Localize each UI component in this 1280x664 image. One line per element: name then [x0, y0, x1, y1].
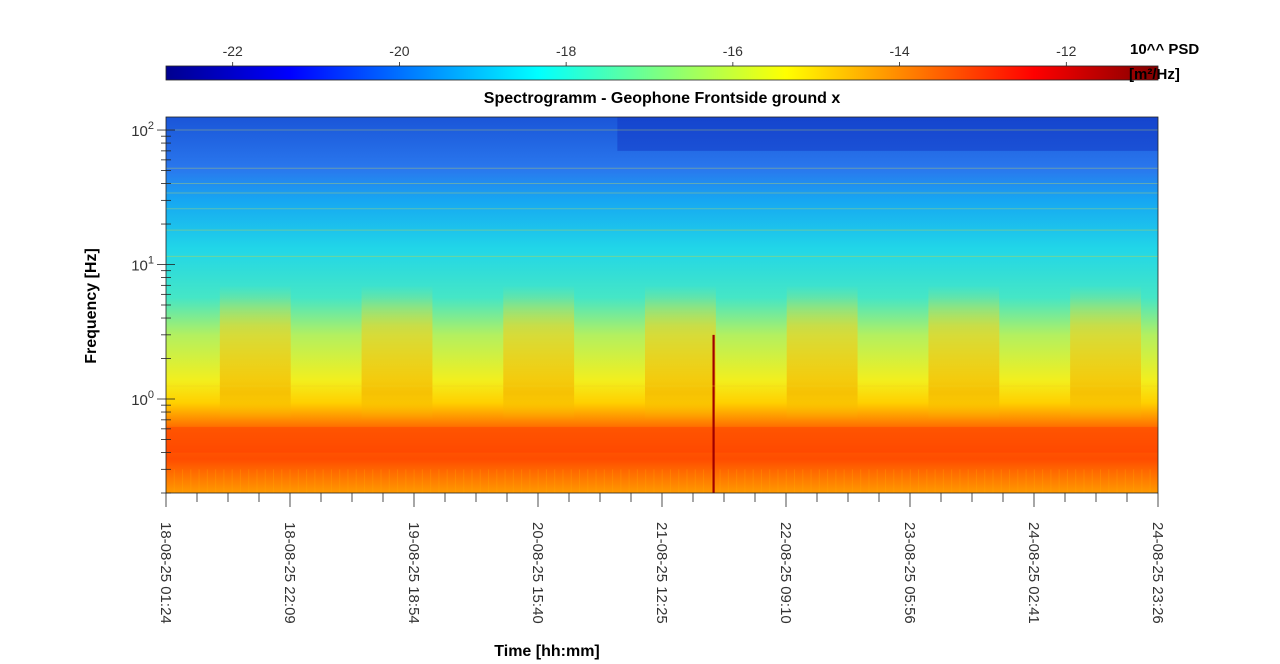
y-tick-label: 101 [131, 255, 154, 275]
x-tick-label: 20-08-25 15:40 [529, 522, 546, 624]
x-axis: 18-08-25 01:24 18-08-25 22:09 19-08-25 18:… [157, 493, 1166, 624]
colorbar-tick-label: -20 [389, 43, 409, 59]
colorbar-tick-label: -14 [889, 43, 909, 59]
colorbar-tick-label: -16 [723, 43, 743, 59]
diurnal-activity-band [219, 285, 291, 420]
diurnal-activity-band [361, 285, 433, 420]
colorbar-tick-label: -12 [1056, 43, 1076, 59]
diurnal-activity-band [928, 285, 1000, 420]
diurnal-activity-band [644, 285, 716, 420]
diurnal-activity-band [1070, 285, 1141, 420]
colorbar: -22 -20 -18 -16 -14 -12 [165, 43, 1159, 81]
colorbar-tick-label: -18 [556, 43, 576, 59]
y-axis-label: Frequency [Hz] [83, 248, 100, 364]
y-axis: 100 101 102 [131, 120, 175, 494]
diurnal-activity-band [503, 285, 575, 420]
colorbar-tick-label: -22 [223, 43, 243, 59]
x-tick-label: 24-08-25 23:26 [1149, 522, 1166, 624]
low-frequency-band [166, 426, 1158, 453]
chart-title: Spectrogramm - Geophone Frontside ground… [483, 90, 841, 107]
x-tick-label: 23-08-25 05:56 [901, 522, 918, 624]
x-tick-label: 18-08-25 22:09 [281, 522, 298, 624]
colorbar-label-psd: 10^^ PSD [1130, 41, 1200, 58]
plot-area: 18-08-25 01:24 18-08-25 22:09 19-08-25 18:… [131, 116, 1166, 624]
diurnal-activity-band [786, 285, 858, 420]
y-tick-label: 102 [131, 120, 154, 140]
spectrogram-texture [165, 129, 1158, 493]
x-axis-label: Time [hh:mm] [494, 643, 600, 660]
colorbar-ticks: -22 -20 -18 -16 -14 -12 [223, 43, 1077, 66]
quiet-high-frequency-region [617, 117, 1158, 151]
x-tick-label: 22-08-25 09:10 [777, 522, 794, 624]
x-tick-label: 24-08-25 02:41 [1025, 522, 1042, 624]
x-tick-label: 19-08-25 18:54 [405, 522, 422, 624]
x-tick-label: 18-08-25 01:24 [157, 522, 174, 624]
y-tick-label: 100 [131, 389, 154, 409]
colorbar-gradient [165, 65, 1159, 81]
diurnal-activity-layer [166, 117, 1158, 493]
x-tick-label: 21-08-25 12:25 [653, 522, 670, 624]
colorbar-label-unit: [m²/Hz] [1129, 66, 1180, 83]
